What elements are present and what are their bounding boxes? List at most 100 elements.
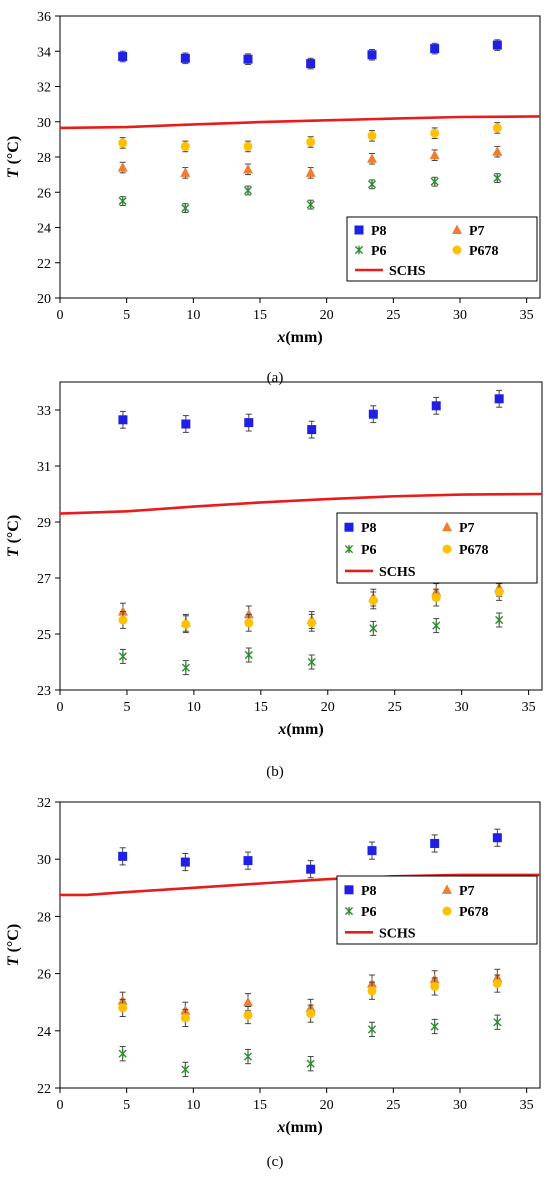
y-tick-label: 33 [37, 404, 51, 419]
data-point-p6-marker-star [493, 1018, 502, 1027]
y-tick-label: 20 [37, 292, 51, 307]
y-tick-label: 28 [37, 151, 51, 166]
data-point-p678-marker-circle [307, 618, 317, 628]
data-point-p678-marker-circle [306, 137, 316, 147]
data-point-p6-marker-star [432, 621, 441, 630]
data-point-p678-marker-circle [494, 587, 504, 597]
data-point-p7-marker-triangle [305, 167, 316, 177]
x-axis-label-var: x [276, 329, 285, 346]
x-tick-label: 25 [386, 308, 400, 323]
x-tick-label: 30 [455, 700, 469, 715]
data-point-p6-marker-star [369, 624, 378, 633]
data-point-p678-marker-circle [118, 138, 128, 148]
data-point-p678-marker-circle [306, 1009, 316, 1019]
legend-swatch-p7-marker-triangle [442, 521, 452, 532]
data-point-p678-marker-circle [492, 979, 502, 989]
x-tick-label: 20 [320, 308, 334, 323]
y-axis-label: T (°C) [5, 515, 22, 557]
x-tick-label: 30 [453, 308, 467, 323]
panel-caption: (b) [266, 764, 284, 780]
data-point-p8-marker-square [118, 415, 128, 425]
series-p678 [118, 122, 502, 153]
data-point-p8-marker-square [492, 40, 502, 50]
y-tick-label: 25 [37, 628, 51, 643]
data-point-p6-marker-star [118, 196, 127, 206]
data-point-p678-marker-circle [430, 981, 440, 991]
y-tick-label: 32 [37, 81, 51, 96]
x-tick-label: 30 [453, 1098, 467, 1113]
data-point-p6-marker-star [430, 177, 439, 186]
y-axis-label: T (°C) [5, 924, 22, 966]
x-tick-label: 25 [386, 1098, 400, 1113]
data-point-p678-marker-circle [431, 593, 441, 603]
legend-label-schs: SCHS [379, 926, 416, 941]
legend-label-p6: P6 [371, 244, 387, 259]
x-tick-label: 0 [57, 308, 64, 323]
legend: P8 P7 P6 P678 SCHS [336, 875, 538, 945]
x-axis-label: x(mm) [276, 1119, 322, 1136]
y-axis-label-var: T [5, 167, 22, 178]
x-tick-label: 0 [57, 700, 64, 715]
data-point-p8-marker-square [367, 846, 377, 856]
data-point-p8-marker-square [118, 52, 128, 62]
legend-swatch-p6-marker-star [354, 245, 364, 255]
x-tick-label: 0 [57, 1098, 64, 1113]
data-point-p6-marker-star [367, 1025, 377, 1034]
y-tick-label: 23 [37, 684, 51, 699]
data-point-p678-marker-circle [367, 131, 377, 141]
data-point-p678-marker-circle [243, 1010, 253, 1020]
y-tick-label: 29 [37, 516, 51, 531]
plot-area [59, 381, 543, 691]
series-p678 [118, 974, 502, 1028]
legend-swatch-p8-marker-square [344, 522, 354, 532]
data-point-p6-marker-star [243, 1052, 253, 1061]
legend-swatch-p8-marker-square [354, 225, 364, 235]
x-tick-label: 5 [123, 1098, 130, 1113]
y-axis-label-var: T [5, 546, 22, 557]
data-point-p6-marker-star [306, 200, 315, 209]
y-tick-label: 30 [37, 116, 51, 131]
x-tick-label: 10 [187, 700, 201, 715]
legend-swatch-p678-marker-circle [442, 544, 452, 554]
data-point-p678-marker-circle [492, 123, 502, 133]
x-tick-label: 15 [253, 308, 267, 323]
legend-label-p678: P678 [469, 244, 499, 259]
y-tick-label: 30 [37, 853, 51, 868]
data-point-p678-marker-circle [430, 128, 440, 138]
legend-swatch-p678-marker-circle [452, 245, 462, 255]
x-tick-label: 35 [520, 308, 534, 323]
data-point-p6-marker-star [118, 1049, 127, 1058]
series-line-schs [59, 492, 543, 515]
data-point-p6-marker-star [495, 615, 504, 625]
y-tick-label: 22 [37, 257, 51, 272]
legend-label-schs: SCHS [379, 565, 416, 580]
y-tick-label: 28 [37, 910, 51, 925]
legend-label-p678: P678 [459, 905, 489, 920]
panel-a: 0 5 10 15 20 25 30 35 20 22 24 26 28 30 32 34 36 x(mm) T (… [5, 10, 541, 386]
data-point-p8-marker-square [181, 419, 191, 429]
x-axis-label: x(mm) [277, 721, 323, 738]
data-point-p678-marker-circle [180, 1013, 190, 1023]
x-tick-label: 5 [123, 308, 130, 323]
y-tick-label: 26 [37, 968, 51, 983]
data-point-p6-marker-star [181, 663, 190, 672]
legend-label-p8: P8 [361, 521, 377, 536]
series-p8 [118, 389, 504, 439]
data-point-p7-marker-triangle [117, 606, 128, 616]
data-point-p678-marker-circle [243, 141, 253, 151]
data-point-p7-marker-triangle [429, 149, 440, 160]
y-tick-label: 32 [37, 796, 51, 811]
series-p678 [118, 583, 504, 634]
x-tick-label: 20 [320, 1098, 334, 1113]
legend-label-p8: P8 [371, 224, 387, 239]
data-point-p8-marker-square [244, 418, 254, 428]
data-point-p678-marker-circle [368, 595, 378, 605]
data-point-p8-marker-square [243, 856, 253, 866]
x-tick-label: 5 [123, 700, 130, 715]
data-point-p7-marker-triangle [117, 162, 128, 172]
legend-label-p7: P7 [469, 224, 485, 239]
legend-label-p7: P7 [459, 884, 475, 899]
data-point-p678-marker-circle [367, 986, 377, 996]
data-point-p6-marker-star [181, 203, 190, 213]
